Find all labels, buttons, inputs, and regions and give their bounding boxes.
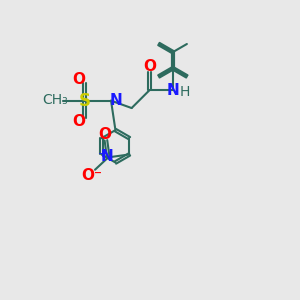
Text: O: O xyxy=(73,114,86,129)
Text: O: O xyxy=(73,72,86,87)
Text: +: + xyxy=(98,149,107,159)
Text: N: N xyxy=(100,149,113,164)
Text: O⁻: O⁻ xyxy=(82,168,103,183)
Text: H: H xyxy=(179,85,190,99)
Text: N: N xyxy=(110,93,123,108)
Text: CH₃: CH₃ xyxy=(42,93,68,107)
Text: O: O xyxy=(143,59,156,74)
Text: O: O xyxy=(98,128,112,142)
Text: N: N xyxy=(167,83,179,98)
Text: S: S xyxy=(79,92,91,110)
